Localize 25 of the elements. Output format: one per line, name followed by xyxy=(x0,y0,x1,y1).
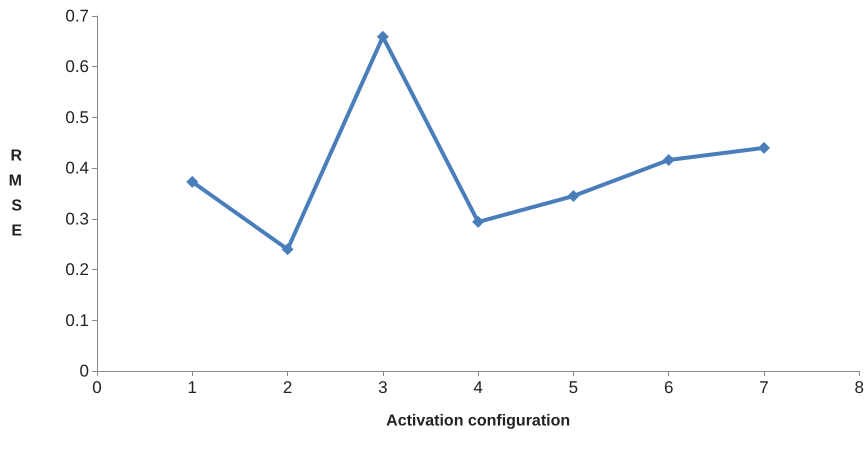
y-tick-label: 0.5 xyxy=(65,108,89,127)
x-tick-label: 3 xyxy=(378,378,388,397)
point xyxy=(186,176,198,188)
y-tick-label: 0.2 xyxy=(65,260,89,280)
y-tick-label: 0.4 xyxy=(65,158,89,178)
point xyxy=(472,216,484,228)
x-tick-label: 2 xyxy=(282,378,292,397)
point xyxy=(567,190,580,202)
x-axis-title: Activation configuration xyxy=(386,412,570,430)
x-tick-label: 6 xyxy=(664,378,674,397)
y-tick-label: 0.6 xyxy=(65,57,89,76)
y-tick-label: 0 xyxy=(80,362,89,380)
point xyxy=(376,30,389,43)
y-tick-label: 0.3 xyxy=(65,209,89,228)
x-tick-label: 4 xyxy=(473,378,483,397)
x-tick-label: 5 xyxy=(568,378,578,397)
y-tick-label: 0.1 xyxy=(65,310,89,330)
x-tick-label: 1 xyxy=(188,378,198,397)
x-tick-label: 8 xyxy=(854,378,864,397)
point xyxy=(662,154,675,166)
point xyxy=(282,243,294,256)
x-tick-label: 7 xyxy=(759,378,769,397)
y-axis-title: RMSE xyxy=(8,148,22,240)
x-tick-label: 0 xyxy=(92,378,102,397)
y-tick-label: 0.7 xyxy=(65,6,89,26)
